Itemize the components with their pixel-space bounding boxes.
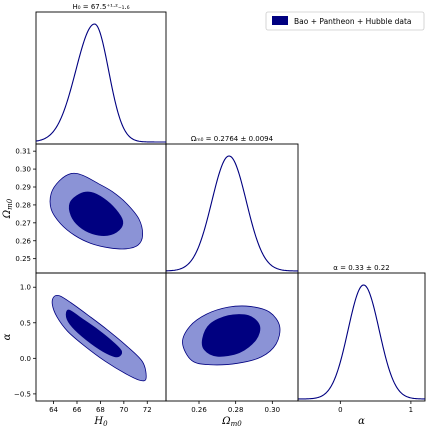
contour-1sigma (201, 314, 261, 357)
contour-1sigma (68, 191, 124, 236)
x-tick-label: 68 (96, 406, 105, 414)
y-tick-label: 0.26 (15, 237, 31, 245)
posterior-curve-h0 (35, 23, 166, 143)
legend-label: Bao + Pantheon + Hubble data (294, 17, 412, 26)
x-tick-label: 0 (338, 406, 342, 414)
x-axis-label-subscript: 0 (103, 420, 108, 428)
x-tick-label: 64 (49, 406, 58, 414)
y-axis-label-subscript: m0 (6, 198, 14, 210)
y-tick-label: 0.25 (15, 255, 31, 263)
y-tick-label: 1.0 (20, 284, 31, 292)
panel-h0-vs-omega-m0 (35, 143, 167, 274)
x-tick-label: 66 (73, 406, 82, 414)
y-tick-label: −0.5 (14, 390, 31, 398)
axes-frame (35, 11, 167, 145)
x-tick-label: 70 (119, 406, 128, 414)
x-axis-alpha: 0 1 α (338, 401, 413, 427)
x-axis-label-omega-m0: Ωm0 (221, 416, 242, 428)
y-axis-alpha: −0.5 0.0 0.5 1.0 α (2, 284, 36, 398)
panel-title-h0: H₀ = 67.5⁺¹·²₋₁.₆ (72, 3, 129, 11)
x-axis-h0: 64 66 68 70 72 H0 (49, 401, 152, 428)
x-axis-label-alpha: α (358, 416, 365, 427)
y-tick-label: 0.28 (15, 201, 31, 209)
y-axis-label-omega-m0: Ωm0 (2, 198, 14, 219)
legend-swatch (272, 16, 288, 25)
panel-alpha-posterior: α = 0.33 ± 0.22 (297, 264, 426, 402)
axes-frame (165, 272, 299, 402)
x-tick-label: 0.26 (191, 406, 207, 414)
y-axis-label-alpha: α (2, 333, 13, 340)
y-tick-label: 0.5 (20, 319, 31, 327)
y-tick-label: 0.29 (15, 184, 31, 192)
y-tick-label: 0.0 (20, 355, 31, 363)
panel-title-omega-m0: Ωₘ₀ = 0.2764 ± 0.0094 (191, 135, 274, 143)
legend: Bao + Pantheon + Hubble data (265, 11, 425, 31)
x-tick-label: 0.30 (265, 406, 281, 414)
x-axis-label-subscript: m0 (231, 420, 243, 428)
y-tick-label: 0.31 (15, 148, 31, 156)
posterior-curve-omega-m0 (165, 155, 299, 272)
x-axis-label-h0: H0 (93, 416, 108, 428)
panel-omega-m0-vs-alpha (165, 272, 299, 402)
panel-omega-m0-posterior: Ωₘ₀ = 0.2764 ± 0.0094 (165, 135, 299, 274)
legend-frame (265, 11, 425, 31)
x-axis-omega-m0: 0.26 0.28 0.30 Ωm0 (191, 401, 280, 428)
y-tick-label: 0.27 (15, 219, 31, 227)
x-tick-label: 1 (409, 406, 413, 414)
panel-title-alpha: α = 0.33 ± 0.22 (333, 264, 389, 272)
x-tick-label: 72 (143, 406, 152, 414)
axes-frame (297, 272, 426, 402)
panel-h0-posterior: H₀ = 67.5⁺¹·²₋₁.₆ (35, 3, 167, 145)
x-tick-label: 0.28 (228, 406, 244, 414)
contour-1sigma (65, 309, 123, 358)
y-axis-omega-m0: 0.25 0.26 0.27 0.28 0.29 0.30 0.31 Ωm0 (2, 148, 36, 263)
axes-frame (165, 143, 299, 274)
posterior-curve-alpha (298, 284, 426, 400)
panel-h0-vs-alpha (35, 272, 167, 402)
y-tick-label: 0.30 (15, 166, 31, 174)
